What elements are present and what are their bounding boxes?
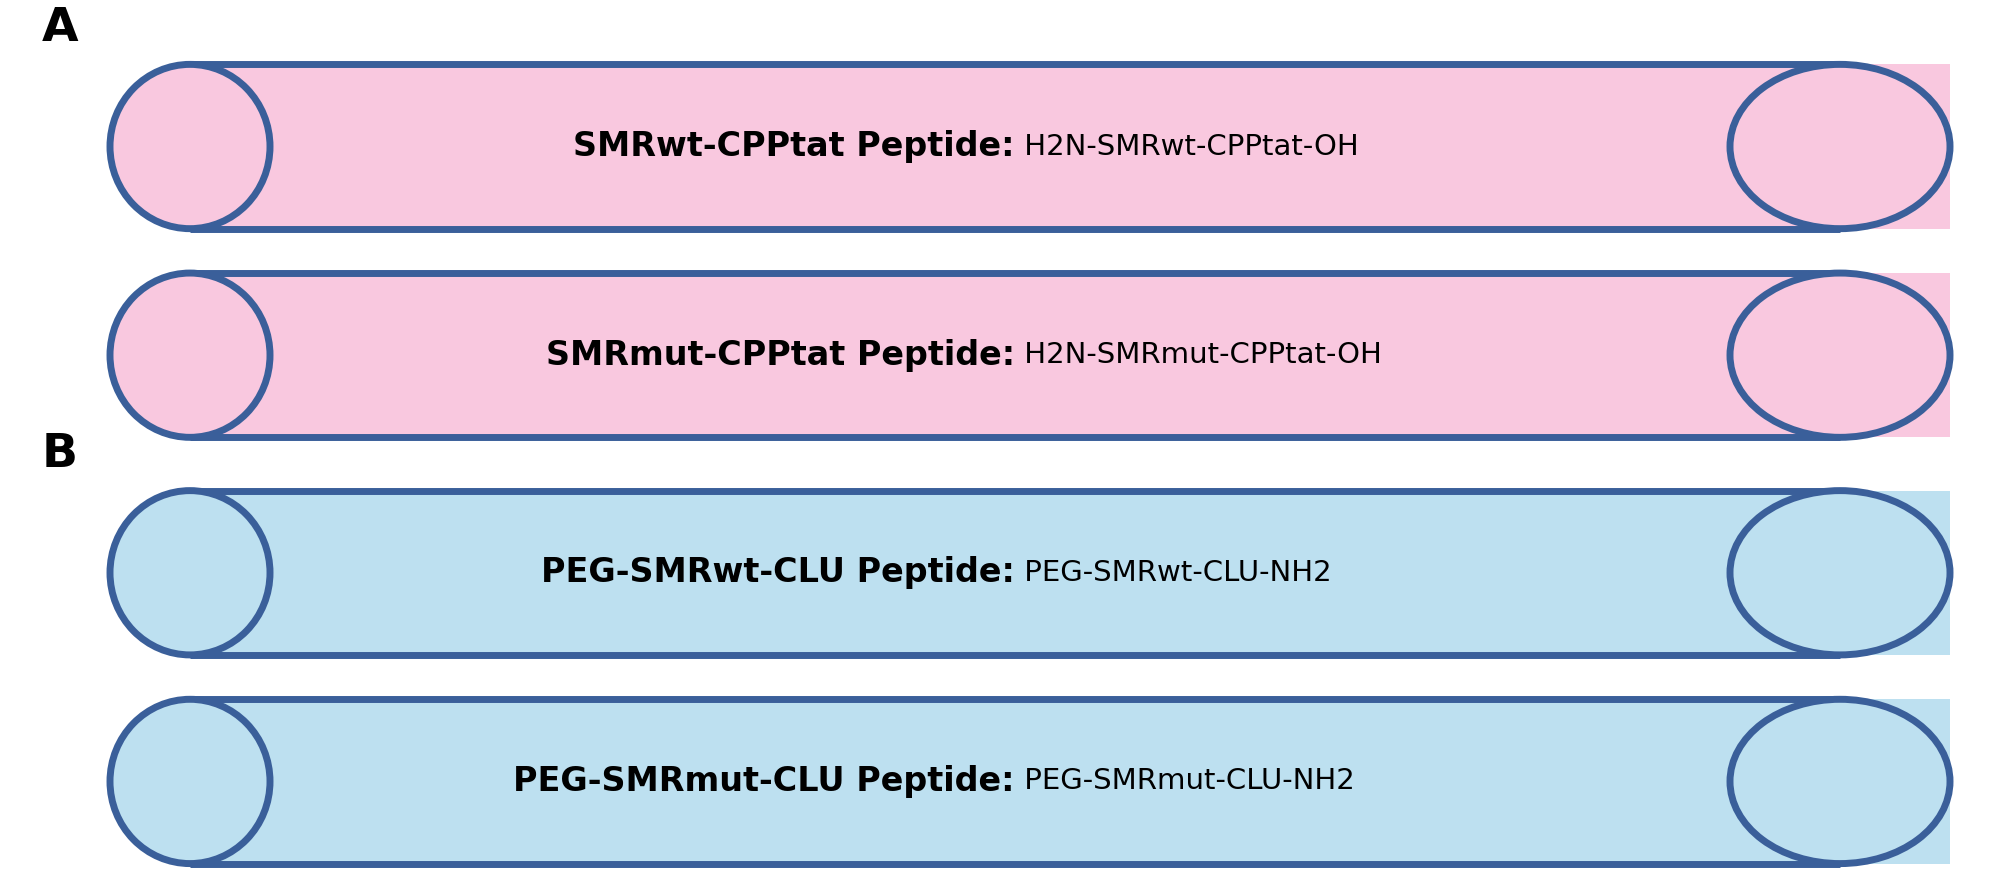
Ellipse shape	[1730, 491, 1950, 655]
Bar	[190, 491, 1840, 655]
Text: SMRwt-CPPtat Peptide:: SMRwt-CPPtat Peptide:	[574, 130, 1014, 163]
Ellipse shape	[110, 65, 270, 229]
Bar	[1840, 700, 1950, 863]
Text: H2N-SMRmut-CPPtat-OH: H2N-SMRmut-CPPtat-OH	[1014, 341, 1382, 369]
Bar	[190, 700, 1840, 863]
Ellipse shape	[110, 274, 270, 438]
Ellipse shape	[110, 700, 270, 863]
Bar	[190, 65, 1840, 229]
Text: A: A	[42, 6, 78, 52]
Ellipse shape	[110, 491, 270, 655]
Ellipse shape	[1730, 274, 1950, 438]
Bar	[1840, 65, 1950, 229]
Bar	[1840, 274, 1950, 438]
Text: PEG-SMRwt-CLU Peptide:: PEG-SMRwt-CLU Peptide:	[542, 556, 1014, 590]
Text: PEG-SMRmut-CLU Peptide:: PEG-SMRmut-CLU Peptide:	[514, 765, 1014, 798]
Text: PEG-SMRmut-CLU-NH2: PEG-SMRmut-CLU-NH2	[1014, 767, 1354, 796]
Bar	[190, 274, 1840, 438]
Ellipse shape	[1730, 65, 1950, 229]
Ellipse shape	[1730, 700, 1950, 863]
Bar	[1840, 491, 1950, 655]
Text: PEG-SMRwt-CLU-NH2: PEG-SMRwt-CLU-NH2	[1014, 559, 1332, 587]
Text: B: B	[42, 432, 78, 478]
Text: SMRmut-CPPtat Peptide:: SMRmut-CPPtat Peptide:	[546, 338, 1014, 372]
Text: H2N-SMRwt-CPPtat-OH: H2N-SMRwt-CPPtat-OH	[1014, 132, 1358, 161]
